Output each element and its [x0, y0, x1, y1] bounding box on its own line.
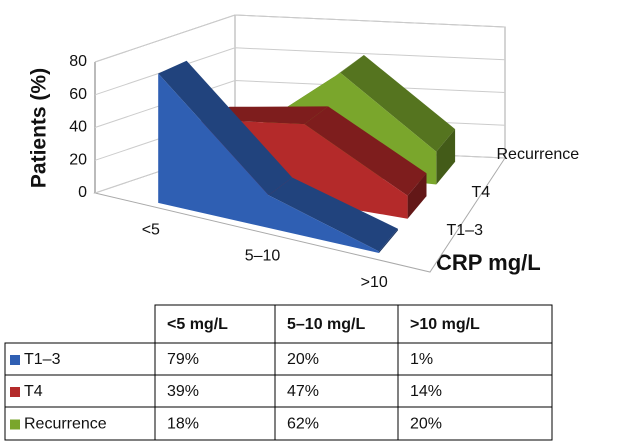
grid-line	[94, 79, 506, 128]
table-header: >10 mg/L	[410, 316, 480, 333]
area-side	[407, 173, 427, 219]
legend-label: Recurrence	[24, 416, 107, 433]
area	[158, 73, 379, 253]
legend-swatch	[10, 419, 20, 430]
table-cell: 39%	[167, 383, 199, 400]
y-axis-title: Patients (%)	[28, 68, 51, 188]
table-cell: 20%	[410, 416, 442, 433]
area-top	[340, 55, 456, 152]
area-top	[304, 106, 427, 196]
table-cell: 20%	[287, 351, 319, 368]
depth-tick-label: T4	[472, 184, 491, 201]
x-tick-label: >10	[361, 274, 388, 291]
depth-tick-label: T1–3	[447, 222, 484, 239]
y-tick-label: 80	[69, 53, 87, 70]
grid-line	[94, 47, 506, 96]
legend-label: T1–3	[24, 351, 61, 368]
y-tick-label: 40	[69, 119, 87, 136]
y-tick-label: 20	[69, 151, 87, 168]
y-tick-label: 0	[78, 184, 87, 201]
x-tick-label: 5–10	[245, 248, 281, 265]
table-cell: 79%	[167, 351, 199, 368]
area-side	[379, 228, 398, 253]
area-top	[268, 177, 398, 252]
legend-swatch	[10, 387, 20, 397]
x-axis-title: CRP mg/L	[436, 250, 541, 275]
table-cell: 62%	[287, 416, 319, 433]
table-header: 5–10 mg/L	[287, 316, 365, 333]
legend-label: T4	[24, 383, 43, 400]
y-tick-label: 60	[69, 86, 87, 103]
table-cell: 14%	[410, 383, 442, 400]
grid-line	[94, 14, 506, 63]
table-cell: 1%	[410, 351, 433, 368]
depth-tick-label: Recurrence	[497, 146, 580, 163]
area-top	[158, 60, 293, 196]
area-side	[436, 129, 456, 185]
table-body-border	[4, 342, 553, 441]
table-cell: 47%	[287, 383, 319, 400]
table-cell: 18%	[167, 416, 199, 433]
x-tick-label: <5	[142, 221, 160, 238]
table-header: <5 mg/L	[167, 316, 228, 333]
legend-swatch	[10, 355, 20, 365]
